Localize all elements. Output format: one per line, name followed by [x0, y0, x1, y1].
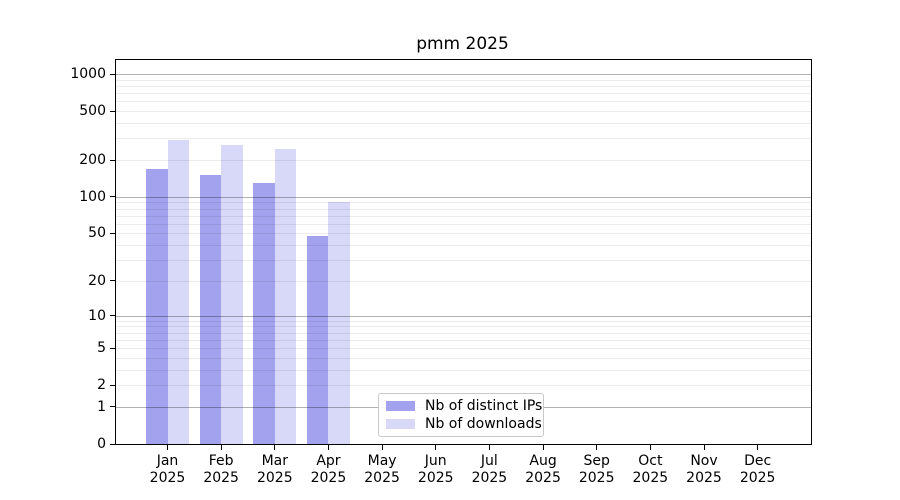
x-tick-label-nov: Nov 2025 — [686, 453, 722, 486]
x-tick-mark-jul — [488, 445, 490, 450]
x-tick-label-feb: Feb 2025 — [203, 453, 239, 486]
y-tick-mark-1 — [110, 406, 115, 408]
bar-nb-of-distinct-ips-apr — [306, 235, 329, 444]
gridline-minor-600 — [116, 101, 811, 103]
y-tick-label-1: 1 — [97, 398, 106, 415]
x-tick-label-oct: Oct 2025 — [632, 453, 669, 486]
gridline-minor-300 — [116, 138, 811, 140]
y-tick-mark-50 — [110, 232, 115, 234]
y-tick-mark-0 — [110, 443, 115, 445]
x-tick-mark-jun — [435, 445, 437, 450]
x-tick-mark-may — [381, 445, 383, 450]
x-tick-label-aug: Aug 2025 — [525, 453, 561, 486]
y-tick-mark-200 — [110, 159, 115, 161]
legend-item-downloads: Nb of downloads — [386, 415, 542, 433]
gridline-minor-700 — [116, 93, 811, 95]
y-tick-label-2: 2 — [97, 377, 106, 394]
bar-nb-of-distinct-ips-jan — [146, 168, 168, 444]
gridline-minor-900 — [116, 79, 811, 81]
x-tick-label-jun: Jun 2025 — [417, 453, 454, 486]
y-tick-mark-20 — [110, 280, 115, 282]
x-tick-mark-dec — [757, 445, 759, 450]
y-tick-label-500: 500 — [79, 103, 106, 120]
x-tick-mark-apr — [327, 445, 329, 450]
gridline-minor-500 — [116, 111, 811, 113]
x-tick-label-apr: Apr 2025 — [310, 453, 347, 486]
y-tick-label-50: 50 — [88, 225, 106, 242]
y-tick-mark-1000 — [110, 73, 115, 75]
bar-nb-of-distinct-ips-feb — [199, 175, 222, 444]
x-tick-label-dec: Dec 2025 — [739, 453, 776, 486]
legend: Nb of distinct IPs Nb of downloads — [378, 393, 544, 437]
y-tick-label-20: 20 — [88, 272, 106, 289]
x-tick-mark-feb — [220, 445, 222, 450]
legend-label-distinct-ips: Nb of distinct IPs — [425, 398, 543, 414]
bar-nb-of-downloads-mar — [274, 149, 297, 444]
y-tick-mark-100 — [110, 196, 115, 198]
bar-nb-of-downloads-apr — [328, 202, 350, 444]
legend-swatch-distinct-ips — [386, 401, 415, 411]
plot-area: 0 1 2 5 10 20 50 100 200 500 1000 Jan 2025 Feb 2025 Mar… — [70, 59, 812, 486]
y-tick-mark-10 — [110, 315, 115, 317]
y-tick-label-200: 200 — [79, 152, 106, 168]
bar-nb-of-downloads-jan — [167, 140, 189, 444]
y-tick-label-0: 0 — [97, 436, 106, 452]
x-tick-label-sep: Sep 2025 — [578, 453, 615, 486]
x-tick-mark-mar — [274, 445, 276, 450]
x-tick-label-jan: Jan 2025 — [149, 453, 186, 486]
chart-title: pmm 2025 — [416, 34, 509, 54]
y-tick-label-10: 10 — [88, 307, 106, 324]
bar-nb-of-distinct-ips-mar — [253, 182, 275, 444]
x-tick-label-may: May 2025 — [364, 453, 400, 486]
y-tick-label-1000: 1000 — [70, 66, 106, 83]
x-tick-mark-sep — [596, 445, 598, 450]
x-tick-label-jul: Jul 2025 — [471, 453, 508, 486]
x-tick-mark-oct — [649, 445, 651, 450]
bar-nb-of-downloads-feb — [221, 145, 243, 444]
y-tick-mark-2 — [110, 384, 115, 386]
y-tick-mark-500 — [110, 110, 115, 112]
y-tick-label-100: 100 — [79, 188, 106, 205]
x-tick-mark-aug — [542, 445, 544, 450]
x-tick-mark-jan — [167, 445, 168, 450]
legend-item-distinct-ips: Nb of distinct IPs — [386, 397, 542, 415]
y-tick-label-5: 5 — [97, 340, 106, 357]
gridline-minor-800 — [116, 85, 811, 87]
x-tick-mark-nov — [703, 445, 705, 450]
legend-swatch-downloads — [386, 419, 415, 429]
gridline-major-1000 — [116, 74, 811, 76]
y-tick-mark-5 — [110, 347, 115, 349]
gridline-minor-400 — [116, 123, 811, 125]
x-tick-label-mar: Mar 2025 — [256, 453, 293, 486]
legend-label-downloads: Nb of downloads — [425, 416, 542, 432]
